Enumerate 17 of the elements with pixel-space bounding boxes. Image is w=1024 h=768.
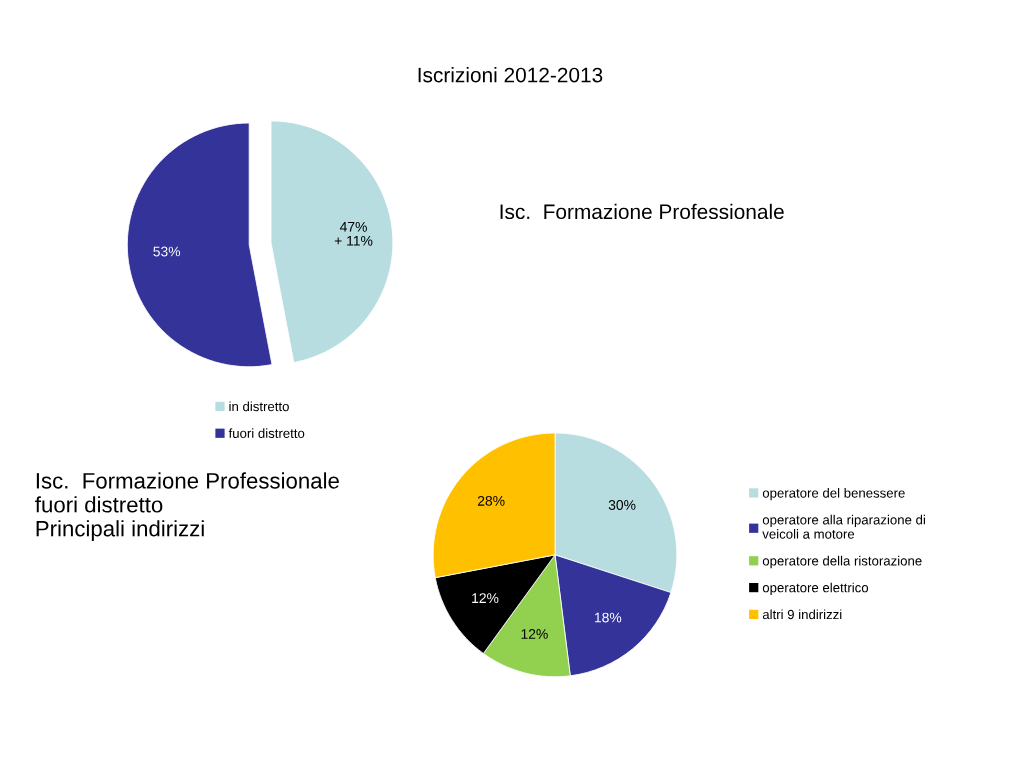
text: Isc. Formazione Professionale [500, 203, 784, 220]
data-label: 12% [472, 593, 499, 603]
text: Iscrizioni 2012-2013 [418, 67, 603, 83]
data-label: 18% [595, 612, 622, 623]
legend-label: in distretto [229, 401, 289, 412]
data-label: 30% [608, 500, 636, 510]
legend-label: operatore alla riparazione di veicoli a motore [762, 514, 925, 539]
data-label: 12% [521, 629, 548, 639]
legend-label: operatore del benessere [762, 488, 905, 501]
data-label: 28% [477, 495, 505, 506]
legend-label: operatore della ristorazione [762, 555, 922, 569]
text: Isc. Formazione Professionale fuori distretto Principali indirizzi [35, 472, 339, 541]
legend-label: operatore elettrico [762, 582, 869, 595]
data-label: 53% [153, 246, 181, 257]
legend-label: altri 9 indirizzi [762, 609, 842, 620]
legend-label: fuori distretto [228, 428, 305, 438]
data-label: 47% + 11% [334, 221, 373, 246]
